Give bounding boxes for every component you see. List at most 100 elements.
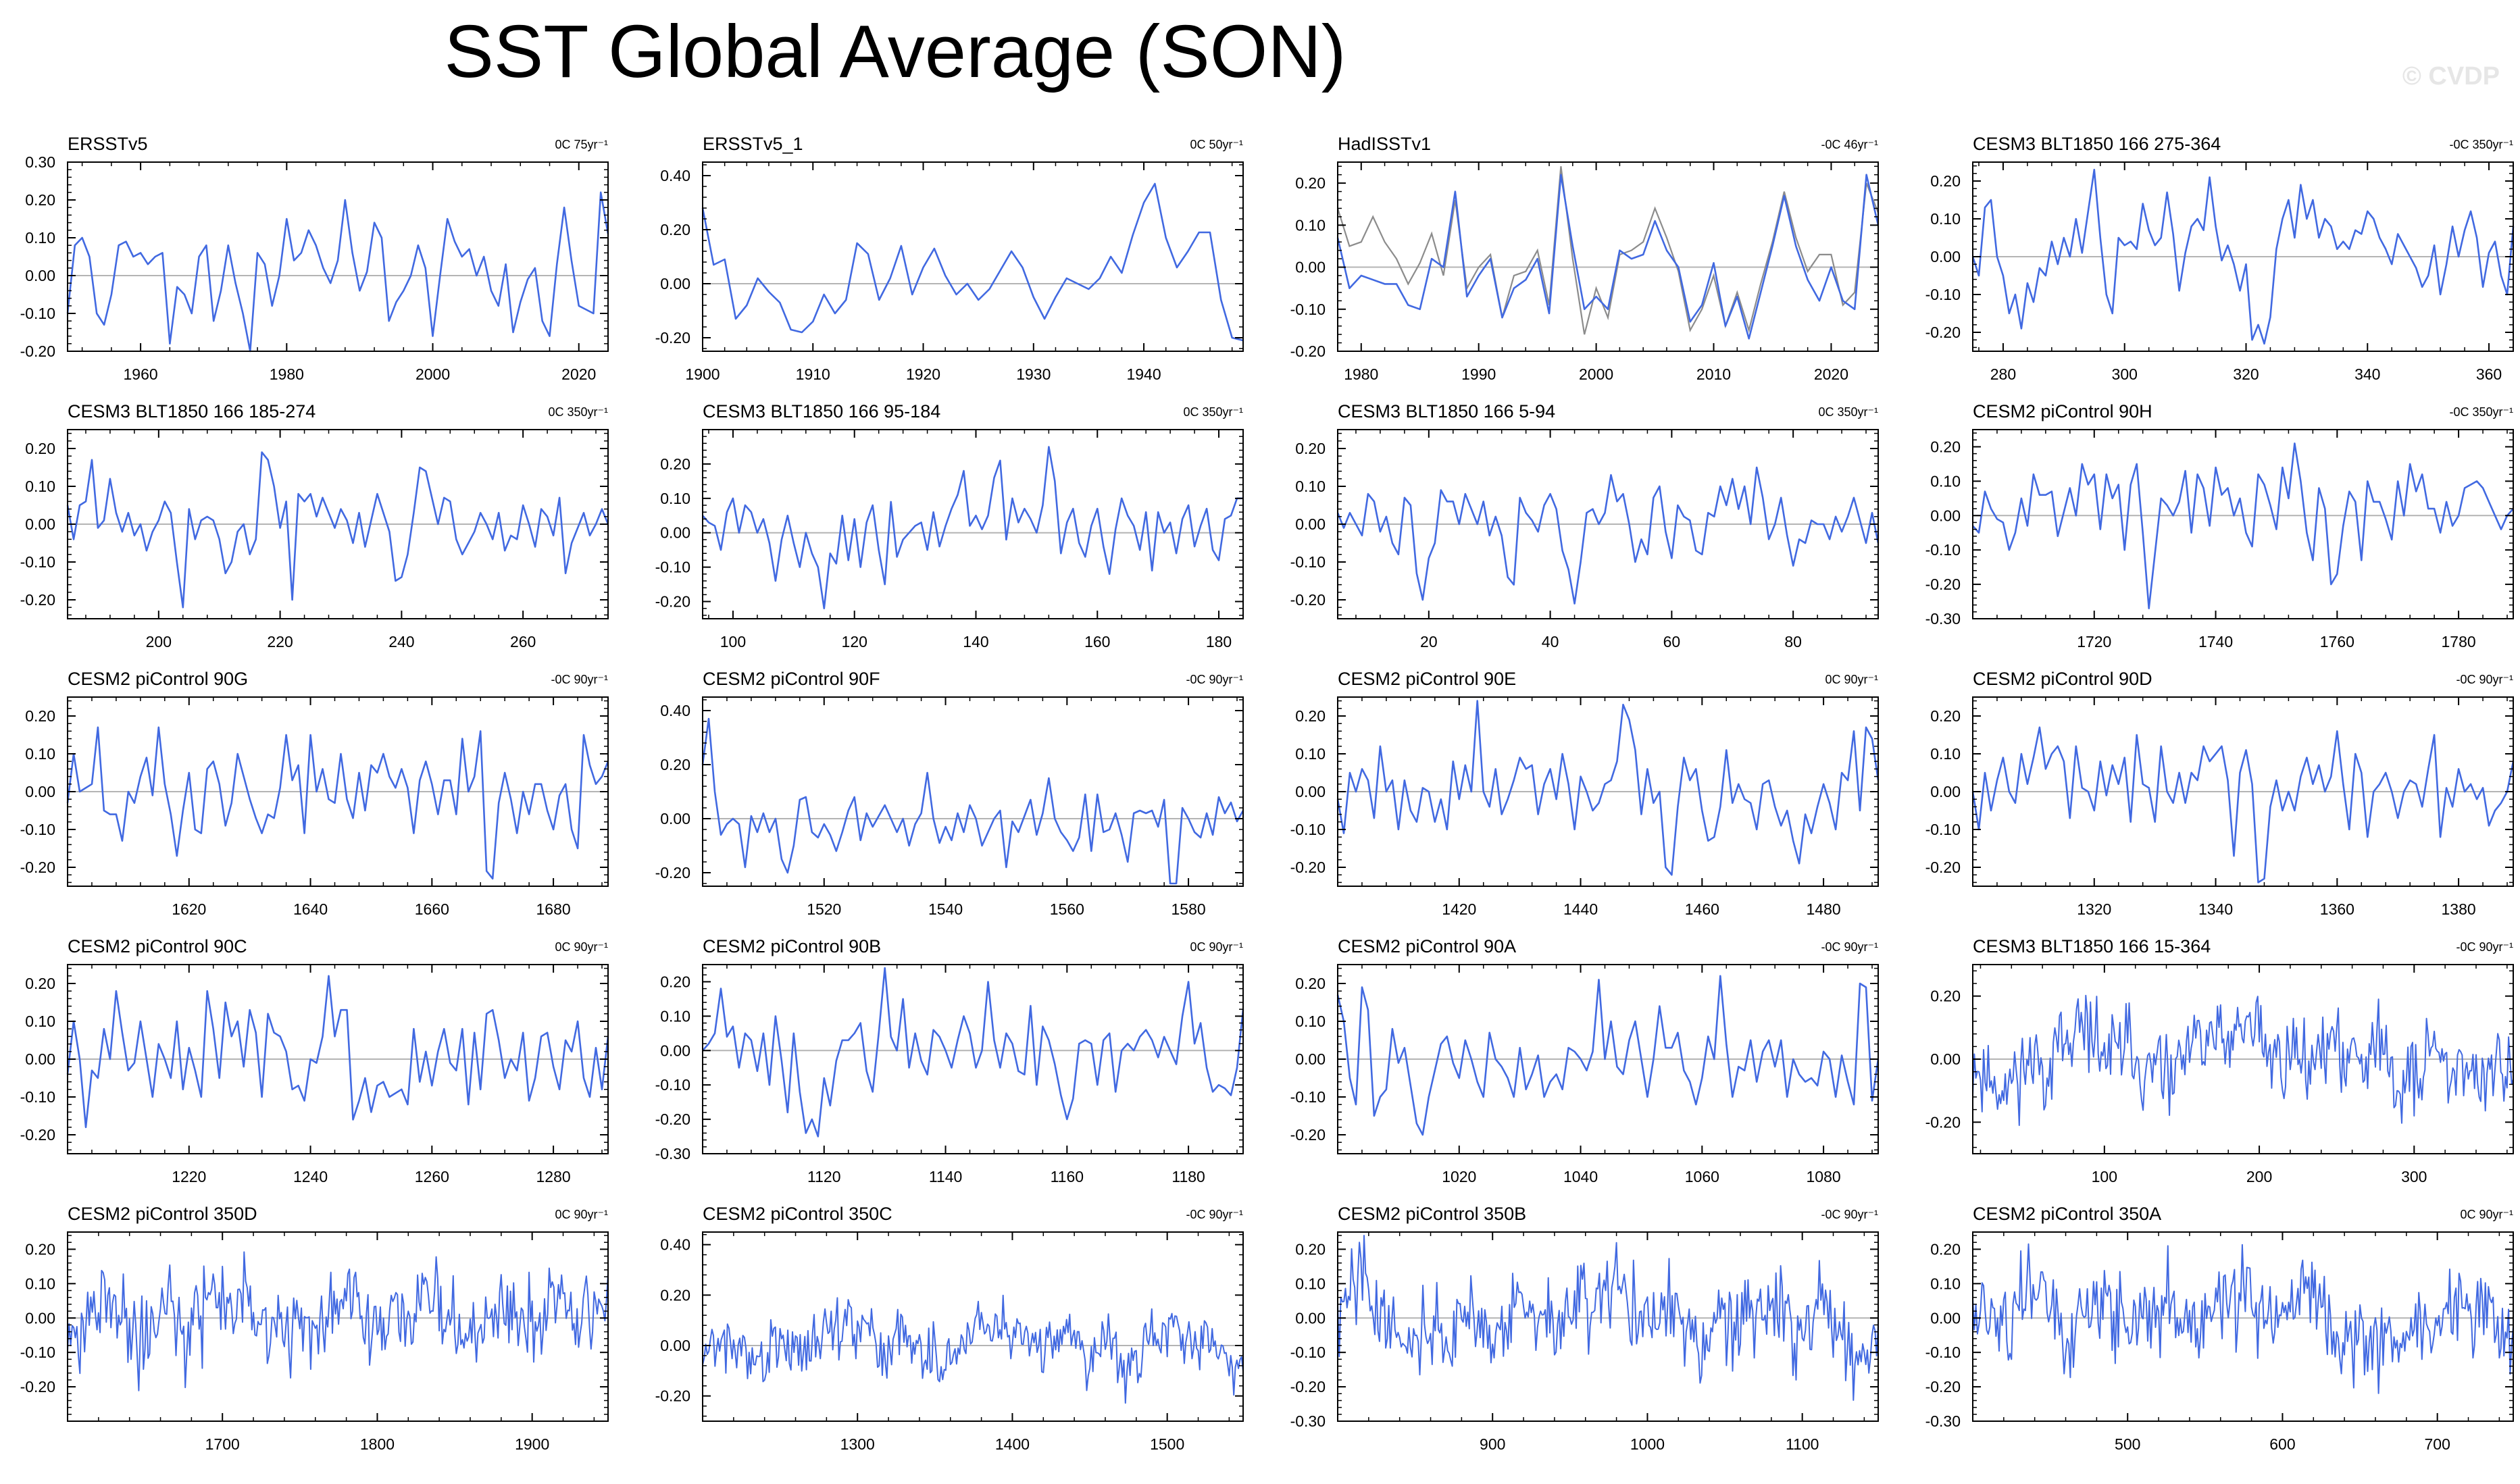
x-tick-label: 320 — [2233, 365, 2259, 383]
x-tick-label: 1260 — [415, 1168, 449, 1185]
y-tick-label: -0.20 — [20, 591, 55, 609]
y-tick-label: 0.20 — [660, 973, 690, 990]
x-tick-label: 2020 — [1814, 365, 1848, 383]
x-tick-label: 200 — [2246, 1168, 2272, 1185]
chart-panel: -0.20 -0.10 0.00 0.10 0.20 1700 1800 1900 CESM2 … — [20, 1204, 609, 1453]
y-tick-label: -0.20 — [655, 1110, 690, 1128]
x-tick-label: 1780 — [2442, 633, 2476, 650]
x-tick-label: 1420 — [1442, 900, 1476, 918]
x-tick-label: 1980 — [1344, 365, 1378, 383]
page-title: SST Global Average (SON) — [444, 10, 1346, 93]
sst-series-line — [1972, 442, 2514, 609]
y-tick-label: -0.30 — [1925, 610, 1961, 628]
sst-series-line — [1336, 700, 1880, 876]
x-tick-label: 1160 — [1051, 1168, 1084, 1185]
x-tick-label: 2000 — [415, 365, 450, 383]
x-tick-label: 1300 — [840, 1435, 875, 1453]
x-tick-label: 1680 — [536, 900, 571, 918]
panel-title: CESM2 piControl 350A — [1973, 1204, 2161, 1224]
plot-frame — [702, 161, 1244, 352]
y-tick-label: 0.00 — [25, 515, 55, 533]
panel-title: CESM3 BLT1850 166 95-184 — [703, 401, 940, 421]
y-tick-label: -0.20 — [1925, 859, 1961, 876]
chart-panel: -0.20 0.00 0.20 0.40 1520 1540 1560 1580 CESM2 p… — [655, 669, 1244, 918]
y-tick-label: -0.10 — [20, 553, 55, 571]
x-tick-label: 900 — [1480, 1435, 1505, 1453]
y-tick-label: -0.10 — [1290, 553, 1326, 571]
y-tick-label: 0.20 — [1930, 988, 1961, 1005]
trend-label: 0C 350yr⁻¹ — [1183, 405, 1243, 419]
x-tick-label: 1760 — [2320, 633, 2354, 650]
x-tick-label: 700 — [2424, 1435, 2450, 1453]
y-tick-label: 0.20 — [1295, 1240, 1326, 1258]
y-tick-label: 0.00 — [25, 783, 55, 800]
x-tick-label: 1320 — [2077, 900, 2111, 918]
x-tick-label: 360 — [2476, 365, 2502, 383]
panel-title: CESM3 BLT1850 166 15-364 — [1973, 936, 2211, 956]
x-tick-label: 1930 — [1016, 365, 1051, 383]
x-tick-label: 1980 — [270, 365, 304, 383]
y-tick-label: -0.20 — [1925, 324, 1961, 341]
y-tick-label: -0.10 — [20, 1088, 55, 1106]
y-tick-label: 0.20 — [1295, 174, 1326, 192]
y-tick-label: 0.00 — [660, 1337, 690, 1354]
y-tick-label: 0.20 — [25, 707, 55, 725]
x-tick-label: 1440 — [1563, 900, 1598, 918]
trend-label: 0C 90yr⁻¹ — [1190, 940, 1243, 954]
x-tick-label: 20 — [1420, 633, 1438, 650]
x-tick-label: 1460 — [1685, 900, 1719, 918]
x-tick-label: 180 — [1206, 633, 1232, 650]
chart-panel: -0.20 -0.10 0.00 0.10 0.20 1620 1640 1660 1680 CE… — [20, 669, 609, 918]
y-tick-label: 0.10 — [25, 229, 55, 247]
x-tick-label: 40 — [1542, 633, 1559, 650]
trend-label: 0C 350yr⁻¹ — [1818, 405, 1878, 419]
trend-label: 0C 350yr⁻¹ — [548, 405, 608, 419]
y-tick-label: -0.20 — [1290, 1378, 1326, 1396]
chart-panel: -0.20 -0.10 0.00 0.10 0.20 1980 1990 2000 2010 20… — [1290, 134, 1880, 383]
sst-series-line — [1972, 1243, 2514, 1394]
panel-title: CESM2 piControl 90H — [1973, 401, 2152, 421]
trend-label: 0C 90yr⁻¹ — [1825, 673, 1878, 686]
panel-title: HadISSTv1 — [1338, 134, 1431, 154]
y-tick-label: -0.20 — [655, 1387, 690, 1405]
y-tick-label: -0.20 — [20, 859, 55, 876]
y-tick-label: -0.10 — [1925, 286, 1961, 303]
x-tick-label: 500 — [2115, 1435, 2140, 1453]
y-tick-label: 0.10 — [25, 1275, 55, 1292]
x-tick-label: 1400 — [995, 1435, 1030, 1453]
y-tick-label: -0.20 — [20, 1378, 55, 1396]
x-tick-label: 1540 — [928, 900, 963, 918]
y-tick-label: 0.00 — [1295, 783, 1326, 800]
trend-label: -0C 90yr⁻¹ — [551, 673, 608, 686]
y-tick-label: -0.10 — [20, 821, 55, 838]
x-tick-label: 1920 — [906, 365, 940, 383]
y-tick-label: -0.30 — [655, 1145, 690, 1162]
trend-label: -0C 90yr⁻¹ — [1186, 673, 1243, 686]
y-tick-label: -0.10 — [1290, 1088, 1326, 1106]
trend-label: -0C 350yr⁻¹ — [2449, 405, 2513, 419]
y-tick-label: 0.20 — [25, 440, 55, 457]
y-tick-label: -0.10 — [20, 1344, 55, 1361]
x-tick-label: 1800 — [360, 1435, 395, 1453]
y-tick-label: 0.40 — [660, 1236, 690, 1254]
y-tick-label: -0.20 — [1925, 1378, 1961, 1396]
x-tick-label: 280 — [1990, 365, 2016, 383]
y-tick-label: 0.00 — [25, 267, 55, 284]
x-tick-label: 1360 — [2320, 900, 2354, 918]
plot-frame — [702, 429, 1244, 619]
trend-label: -0C 90yr⁻¹ — [1821, 940, 1878, 954]
plot-frame — [1337, 161, 1879, 352]
panel-title: CESM3 BLT1850 166 185-274 — [68, 401, 316, 421]
y-tick-label: -0.10 — [20, 305, 55, 322]
panel-title: CESM2 piControl 90D — [1973, 669, 2152, 689]
trend-label: -0C 90yr⁻¹ — [1821, 1208, 1878, 1221]
chart-panel: -0.20 -0.10 0.00 0.10 0.20 0.30 1960 1980 2000 20… — [20, 134, 609, 383]
y-tick-label: 0.10 — [1930, 1275, 1961, 1292]
sst-series-line — [701, 717, 1244, 885]
x-tick-label: 1960 — [124, 365, 158, 383]
x-tick-label: 1940 — [1126, 365, 1161, 383]
y-tick-label: -0.20 — [655, 329, 690, 347]
y-tick-label: 0.00 — [1930, 783, 1961, 800]
x-tick-label: 1910 — [796, 365, 830, 383]
y-tick-label: -0.10 — [655, 559, 690, 576]
